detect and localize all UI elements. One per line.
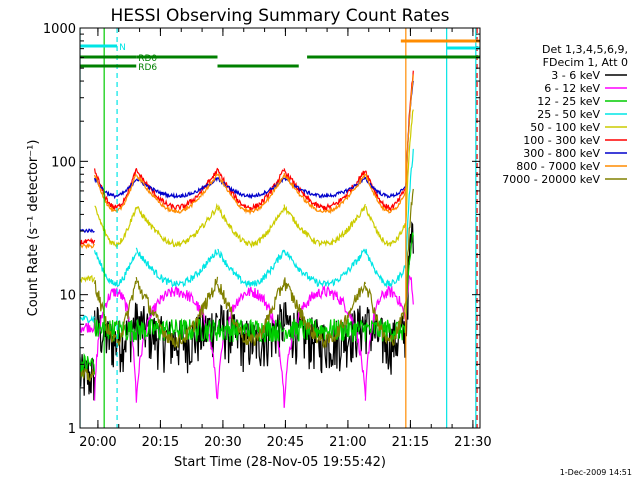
legend-label: 300 - 800 keV (523, 147, 600, 160)
series-300-800-kev (80, 80, 414, 234)
y-tick-label: 10 (59, 289, 76, 304)
series-segment (216, 204, 285, 249)
legend-label: 100 - 300 keV (523, 134, 600, 147)
x-tick-label: 20:00 (79, 435, 116, 450)
legend: Det 1,3,4,5,6,9, FDecim 1, Att 0 3 - 6 k… (502, 43, 628, 186)
series-segment (135, 203, 219, 248)
legend-label: 800 - 7000 keV (516, 160, 600, 173)
series-segment (283, 317, 366, 343)
series-segment (216, 318, 285, 343)
legend-label: 50 - 100 keV (530, 121, 600, 134)
series-segment (135, 177, 219, 199)
x-tick-label: 20:45 (267, 435, 304, 450)
legend-label: 25 - 50 keV (537, 108, 600, 121)
series-segment (80, 352, 96, 377)
series-segment (283, 277, 366, 349)
y-axis: 1 10 100 1000 (43, 22, 480, 437)
series-segment (216, 279, 285, 347)
series-segment (94, 280, 137, 347)
flag-label: N (119, 43, 126, 53)
series-12-25-kev (80, 232, 414, 377)
series-segment (135, 318, 219, 343)
series-segment (94, 173, 137, 213)
series-segment (283, 248, 366, 288)
chart-title: HESSI Observing Summary Count Rates (110, 6, 449, 26)
x-tick-label: 20:30 (204, 435, 241, 450)
series-segment (94, 176, 137, 200)
legend-label: 3 - 6 keV (551, 69, 600, 82)
series-segment (283, 172, 366, 215)
series-segment (283, 203, 366, 248)
plot-area: NRD0RD6S (80, 28, 480, 428)
x-tick-label: 20:15 (142, 435, 179, 450)
x-tick-label: 21:30 (454, 435, 491, 450)
flag-label: RD6 (138, 63, 157, 73)
series-segment (80, 321, 96, 334)
legend-header-line-1: Det 1,3,4,5,6,9, (542, 43, 628, 56)
y-tick-label: 100 (51, 155, 76, 170)
series-segment (80, 314, 96, 324)
series-segment (136, 173, 218, 214)
x-axis-label: Start Time (28-Nov-05 19:55:42) (174, 455, 386, 470)
series-segment (135, 276, 219, 349)
series-segment (94, 205, 137, 248)
y-tick-label: 1000 (43, 22, 76, 37)
series-segment (216, 172, 285, 216)
legend-label: 12 - 25 keV (537, 95, 600, 108)
series-segment (80, 242, 95, 250)
legend-header-line-2: FDecim 1, Att 0 (543, 56, 628, 69)
series-segment (135, 247, 219, 288)
legend-label: 7000 - 20000 keV (502, 173, 600, 186)
legend-label: 6 - 12 keV (544, 82, 600, 95)
footer-timestamp: 1-Dec-2009 14:51 (560, 468, 632, 477)
series-segment (80, 274, 96, 284)
series-segment (283, 175, 366, 199)
plot-frame (79, 27, 481, 429)
series-segment (80, 228, 95, 234)
y-tick-label: 1 (68, 422, 76, 437)
x-axis: 20:00 20:15 20:30 20:45 21:00 21:15 21:30 (79, 28, 492, 450)
flag-label: RD0 (138, 54, 157, 64)
series-segment (135, 303, 219, 374)
series-segment (80, 367, 95, 383)
series-segment (217, 177, 285, 200)
series-segment (94, 250, 137, 288)
x-tick-label: 21:00 (329, 435, 366, 450)
x-tick-label: 21:15 (392, 435, 429, 450)
series-50-100-kev (80, 109, 414, 284)
series-segment (217, 248, 285, 289)
series-segment (94, 319, 137, 343)
series-segment (80, 237, 96, 246)
y-axis-label: Count Rate (s⁻¹ detector⁻¹) (26, 140, 41, 317)
